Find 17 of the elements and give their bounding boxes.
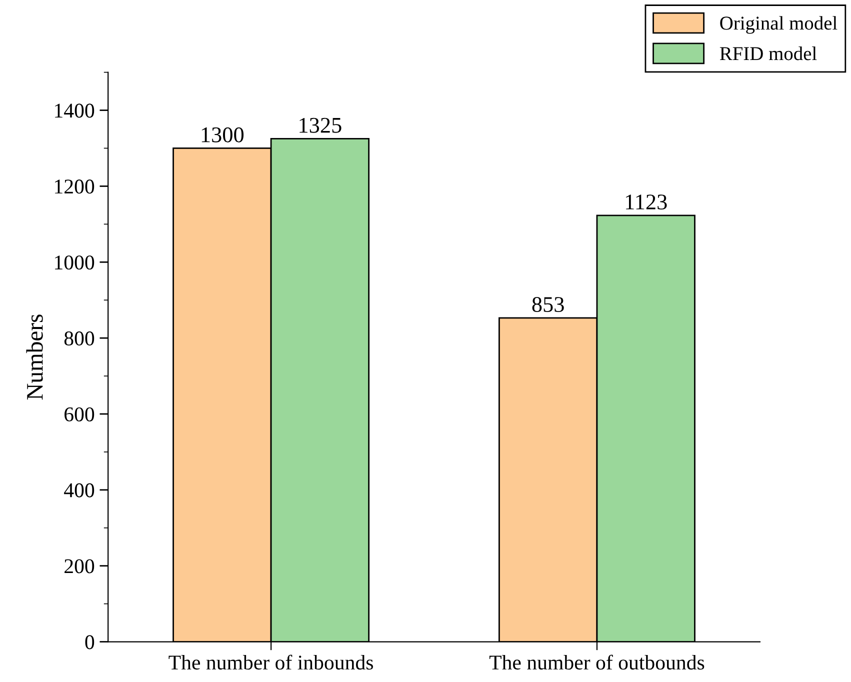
x-tick-label: The number of outbounds: [489, 654, 704, 670]
y-tick-label: 0: [85, 635, 94, 650]
data-label: 1325: [300, 118, 342, 133]
legend-label: Original model: [720, 16, 838, 34]
y-tick-label: 600: [64, 407, 94, 422]
y-tick-label: 800: [64, 331, 94, 346]
y-tick-label: 1000: [55, 255, 94, 270]
y-tick-label: 200: [64, 559, 94, 574]
y-axis-title: Numbers: [26, 314, 43, 400]
x-tick-label: The number of inbounds: [168, 654, 373, 670]
data-label: 853: [532, 297, 564, 312]
legend-label: RFID model: [720, 46, 817, 60]
data-label: 1123: [626, 194, 667, 210]
y-tick-label: 400: [64, 483, 94, 498]
y-tick-label: 1400: [55, 104, 94, 118]
data-label: 1300: [202, 127, 244, 142]
y-tick-label: 1200: [55, 180, 94, 194]
